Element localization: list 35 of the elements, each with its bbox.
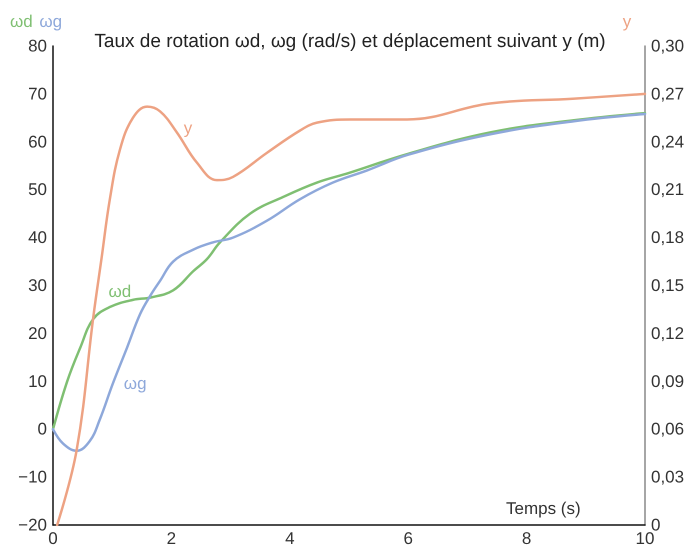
y-tick-label: 20 [28, 324, 47, 343]
y-tick-label: 50 [28, 180, 47, 200]
y2-tick-label: 0,18 [651, 228, 684, 248]
y2-tick-label: 0,30 [651, 36, 684, 56]
x-tick-label: 8 [522, 529, 532, 547]
y-tick-label: 0 [38, 420, 47, 439]
y-tick-label: 30 [28, 276, 47, 295]
x-tick-label: 6 [403, 529, 413, 547]
y2-axis-title: y [622, 12, 632, 31]
series-label: ωg [124, 374, 147, 394]
chart-title: Taux de rotation ωd, ωg (rad/s) et déplacement suivant y (m) [94, 31, 606, 52]
y-tick-label: 10 [28, 372, 47, 391]
y-tick-label: −10 [18, 468, 47, 487]
y-tick-label: −20 [18, 516, 47, 534]
y-axis-title: ωd ωg [10, 12, 62, 31]
x-tick-label: 2 [166, 529, 176, 547]
y2-tick-label: 0,09 [651, 372, 684, 391]
y2-tick-label: 0,15 [651, 276, 684, 295]
y2-tick-label: 0,03 [651, 468, 684, 487]
y-tick-label: 80 [28, 36, 47, 56]
y2-tick-label: 0,06 [651, 420, 684, 439]
series-label: y [184, 118, 193, 138]
y2-tick-label: 0,21 [651, 180, 684, 200]
series-label: ωd [108, 282, 132, 302]
x-tick-label: 0 [48, 529, 58, 547]
x-axis-title: Temps (s) [506, 499, 581, 518]
y2-tick-label: 0,12 [651, 324, 684, 343]
y2-tick-label: 0,24 [651, 132, 684, 152]
y-tick-label: 60 [28, 132, 47, 152]
line-series [56, 92, 646, 526]
x-tick-label: 10 [636, 529, 654, 547]
x-tick-label: 4 [285, 529, 295, 547]
y-tick-label: 70 [28, 84, 47, 104]
y-tick-label: 40 [28, 228, 47, 248]
y2-tick-label: 0,27 [651, 84, 684, 104]
